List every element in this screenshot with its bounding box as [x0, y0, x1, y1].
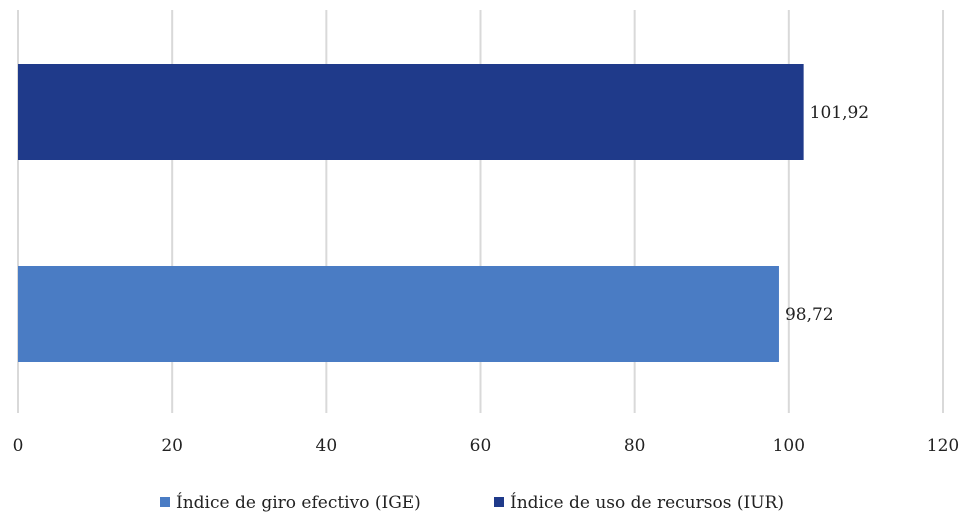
bar [18, 266, 779, 362]
legend-label: Índice de giro efectivo (IGE) [176, 492, 421, 513]
legend-swatch [160, 497, 170, 507]
data-labels: 101,92 98,72 [785, 103, 869, 325]
x-tick-label: 80 [624, 436, 646, 456]
data-label: 101,92 [810, 103, 869, 123]
legend-swatch [494, 497, 504, 507]
x-tick-label: 100 [773, 436, 805, 456]
x-tick-label: 0 [13, 436, 24, 456]
x-axis-ticks: 0 20 40 60 80 100 120 [13, 436, 960, 456]
bar [18, 64, 804, 160]
legend-label: Índice de uso de recursos (IUR) [510, 492, 784, 513]
x-tick-label: 120 [927, 436, 959, 456]
x-tick-label: 60 [470, 436, 492, 456]
bars [18, 64, 804, 362]
x-tick-label: 20 [161, 436, 183, 456]
data-label: 98,72 [785, 305, 834, 325]
x-tick-label: 40 [316, 436, 338, 456]
legend: Índice de giro efectivo (IGE) Índice de u… [160, 492, 784, 513]
